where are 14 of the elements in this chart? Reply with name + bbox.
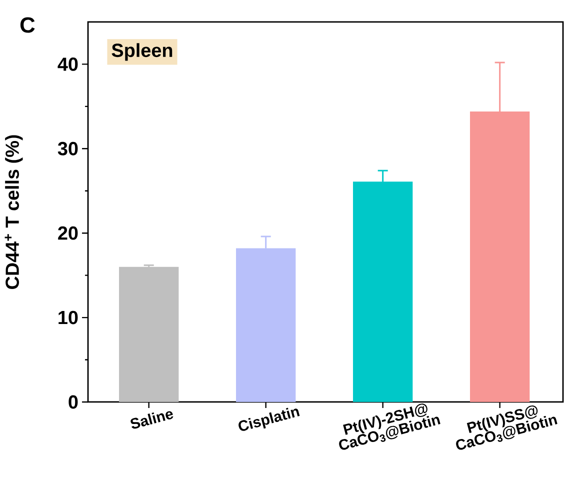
y-tick-label: 20: [58, 226, 78, 240]
annotation: Spleen: [112, 43, 172, 61]
y-tick-label: 40: [58, 58, 78, 71]
bar: [470, 111, 530, 402]
bar: [236, 248, 296, 402]
text: C: [20, 17, 35, 33]
y-axis-title: CD44$^{+}$ T cells (%): [4, 135, 23, 289]
bar: [119, 266, 179, 402]
y-tick-label: 10: [58, 310, 78, 324]
y-tick-label: 30: [58, 142, 78, 156]
x-tick-label: Cisplatin: [238, 408, 300, 431]
y-tick-label: 0: [68, 395, 78, 409]
bar: [353, 182, 413, 402]
x-tick-label: Saline: [130, 411, 174, 429]
